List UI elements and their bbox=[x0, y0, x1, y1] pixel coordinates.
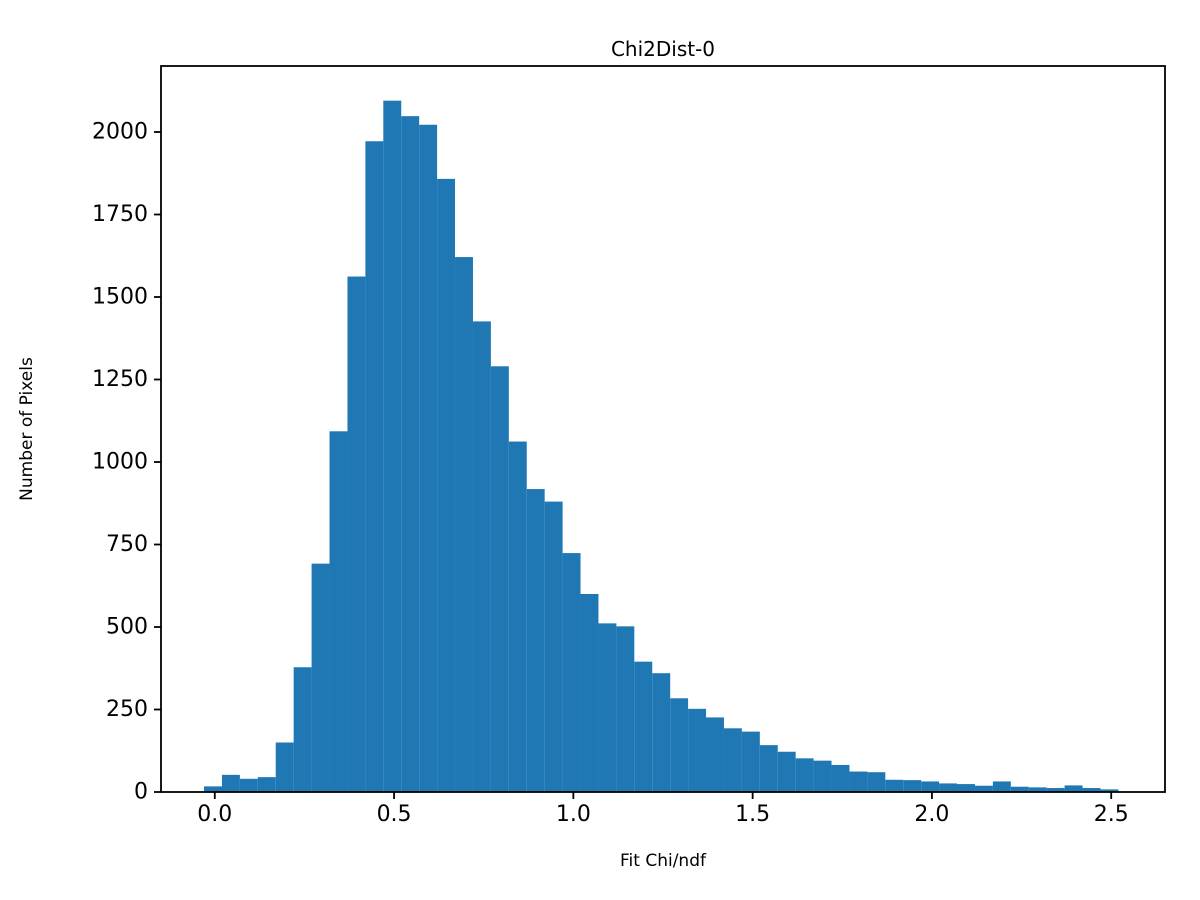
histogram-bar bbox=[221, 774, 240, 792]
histogram-bar bbox=[849, 771, 868, 792]
histogram-bar bbox=[759, 745, 778, 792]
histogram-bar bbox=[634, 661, 653, 792]
histogram-bar bbox=[580, 594, 599, 792]
y-tick-label: 500 bbox=[106, 615, 148, 640]
y-tick-label: 750 bbox=[106, 532, 148, 557]
histogram-bar bbox=[347, 276, 366, 792]
histogram-bar bbox=[957, 784, 975, 792]
x-tick-label: 0.0 bbox=[197, 802, 232, 827]
histogram-bar bbox=[365, 141, 384, 793]
histogram-bar bbox=[1100, 789, 1119, 792]
histogram-bar bbox=[903, 780, 922, 792]
y-tick-label: 1000 bbox=[92, 450, 148, 475]
histogram-bar bbox=[329, 431, 348, 792]
histogram-bar bbox=[239, 778, 258, 792]
y-tick-label: 1500 bbox=[92, 285, 148, 310]
histogram-bar bbox=[204, 786, 222, 792]
x-axis-label: Fit Chi/ndf bbox=[620, 851, 707, 871]
histogram-bar bbox=[257, 777, 276, 792]
histogram-bar bbox=[741, 731, 760, 792]
histogram-bar bbox=[401, 116, 420, 792]
histogram-bar bbox=[437, 178, 456, 793]
histogram-bar bbox=[992, 781, 1011, 792]
y-tick-label: 1750 bbox=[92, 202, 148, 227]
histogram-bar bbox=[1046, 788, 1065, 792]
histogram-bar bbox=[706, 717, 724, 792]
y-tick-label: 0 bbox=[134, 780, 148, 805]
histogram-bar bbox=[885, 779, 904, 792]
chart-title: Chi2Dist-0 bbox=[611, 37, 715, 61]
histogram-bar bbox=[831, 764, 850, 792]
x-tick-label: 0.5 bbox=[377, 802, 412, 827]
histogram-bar bbox=[1010, 786, 1029, 792]
histogram-bar bbox=[455, 257, 473, 792]
histogram-bar bbox=[777, 751, 796, 792]
y-axis-label: Number of Pixels bbox=[17, 357, 37, 501]
histogram-bar bbox=[670, 698, 689, 792]
plot-area-border bbox=[160, 65, 1166, 793]
histogram-bars bbox=[204, 100, 1119, 793]
histogram-bar bbox=[974, 785, 993, 792]
histogram-bar bbox=[293, 667, 312, 792]
histogram-bar bbox=[939, 783, 958, 792]
histogram-bar bbox=[867, 772, 886, 792]
histogram-bar bbox=[526, 489, 545, 792]
histogram-bar bbox=[383, 100, 402, 792]
histogram-bar bbox=[419, 124, 438, 793]
y-tick-label: 250 bbox=[106, 697, 148, 722]
histogram-bar bbox=[598, 623, 617, 792]
histogram-bar bbox=[921, 781, 940, 792]
histogram-bar bbox=[1082, 788, 1101, 792]
histogram-bar bbox=[562, 553, 581, 792]
histogram-bar bbox=[795, 758, 814, 792]
histogram-bar bbox=[723, 728, 742, 792]
histogram-bar bbox=[311, 563, 330, 792]
histogram-bar bbox=[472, 321, 491, 792]
y-tick-label: 1250 bbox=[92, 367, 148, 392]
x-axis-ticks: 0.0 0.5 1.0 1.5 2.0 2.5 bbox=[197, 792, 1129, 827]
histogram-bar bbox=[1028, 787, 1047, 792]
histogram-bar bbox=[544, 501, 563, 792]
histogram-bar bbox=[813, 760, 832, 792]
histogram-bar bbox=[652, 673, 671, 792]
x-tick-label: 2.0 bbox=[914, 802, 949, 827]
histogram-bar bbox=[616, 626, 635, 792]
y-tick-label: 2000 bbox=[92, 120, 148, 145]
y-axis-ticks: 0 250 500 750 1000 1250 1500 1750 2000 bbox=[92, 120, 161, 805]
histogram-bar bbox=[688, 708, 707, 792]
histogram-bar bbox=[490, 366, 509, 792]
x-tick-label: 1.5 bbox=[735, 802, 770, 827]
histogram-bar bbox=[275, 742, 294, 792]
histogram-bar bbox=[508, 441, 527, 792]
histogram-bar bbox=[1064, 785, 1083, 792]
x-tick-label: 2.5 bbox=[1094, 802, 1129, 827]
x-tick-label: 1.0 bbox=[556, 802, 591, 827]
